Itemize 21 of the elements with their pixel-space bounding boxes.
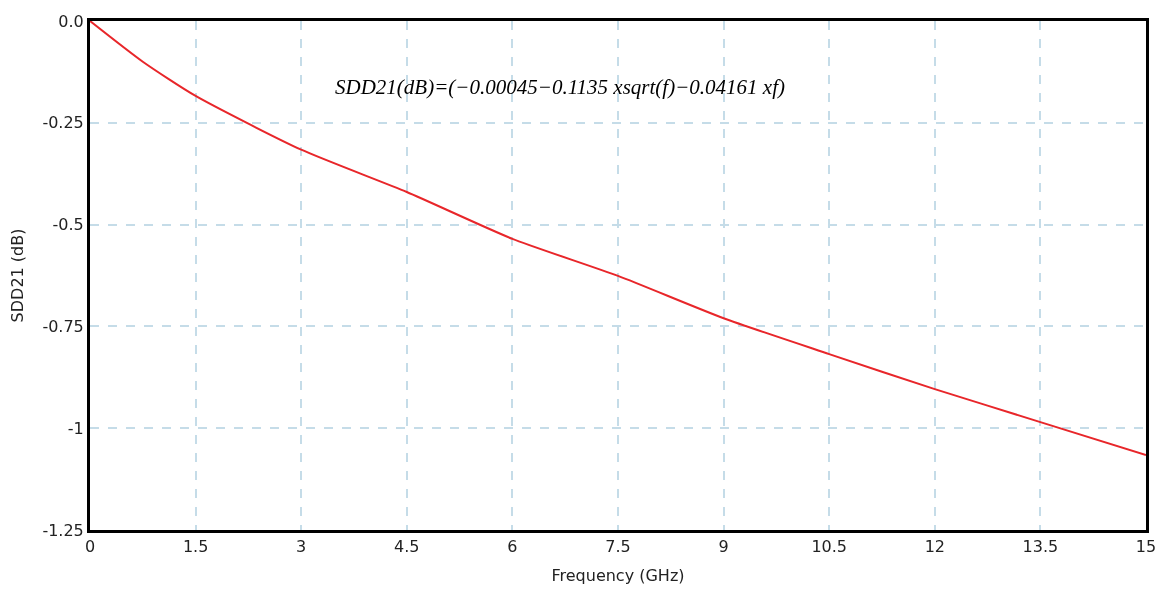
- x-tick-label: 6: [507, 537, 518, 557]
- x-tick-label: 15: [1135, 537, 1157, 557]
- y-axis-title: SDD21 (dB): [8, 228, 28, 323]
- line-series: [90, 21, 1146, 457]
- y-tick-label: -0.75: [42, 317, 84, 336]
- annotation: SDD21(dB)=(−0.00045−0.1135 xsqrt(f)−0.04161 xf): [335, 75, 785, 99]
- y-tick-label: -1.25: [42, 520, 84, 540]
- x-tick-label: 7.5: [605, 537, 631, 557]
- x-tick-label: 1.5: [182, 537, 209, 557]
- x-tick-label: 3: [296, 537, 307, 557]
- y-tick-label: 0.0: [58, 11, 84, 31]
- x-tick-label: 13.5: [1022, 537, 1059, 557]
- x-tick-label: 9: [718, 537, 729, 557]
- x-tick-label: 10.5: [811, 537, 848, 557]
- x-tick-label: 12: [924, 537, 945, 557]
- x-tick-label: 0: [84, 537, 96, 557]
- y-tick-label: -0.5: [52, 215, 84, 235]
- x-axis-title: Frequency (GHz): [551, 565, 685, 585]
- y-tick-label: -1: [67, 418, 84, 438]
- x-tick-label: 4.5: [394, 537, 420, 557]
- y-tick-label: -0.25: [42, 113, 84, 133]
